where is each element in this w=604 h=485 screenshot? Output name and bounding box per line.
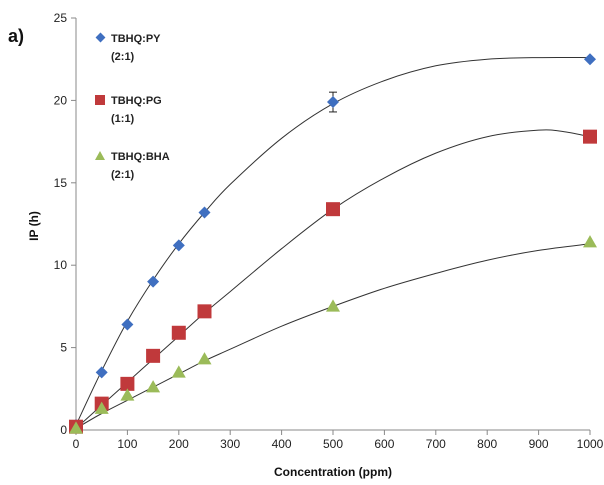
x-tick-label: 600 [374,437,394,451]
data-point-diamond [147,275,160,288]
y-tick-label: 0 [60,423,67,437]
legend: TBHQ:PY (2:1) TBHQ:PG (1:1) TBHQ:BHA (2:… [95,32,170,181]
legend-item-pyrogallol: TBHQ:PY (2:1) [95,32,161,63]
y-tick-label: 25 [54,11,68,25]
x-tick-label: 200 [169,437,189,451]
legend-label-line1: TBHQ:PY [111,33,161,45]
trendline-series-2 [75,243,591,429]
x-axis-title: Concentration (ppm) [274,465,392,479]
data-point-triangle [171,365,186,378]
data-point-square [171,325,186,340]
data-point-diamond [95,366,108,379]
x-tick-label: 0 [73,437,80,451]
data-point-triangle [583,235,597,248]
panel-label: a) [8,26,24,46]
data-point-triangle [146,380,161,393]
data-point-triangle [197,352,212,365]
data-point-diamond [584,53,596,66]
data-point-triangle [326,299,340,312]
legend-marker-triangle [95,151,105,160]
x-tick-label: 100 [117,437,137,451]
markers [69,53,597,434]
y-axis-title: IP (h) [27,211,41,241]
legend-label-line1: TBHQ:BHA [111,151,170,163]
legend-label-line2: (2:1) [111,169,135,181]
trendlines [75,56,591,429]
legend-label-line2: (2:1) [111,51,135,63]
data-point-square [326,202,340,217]
data-point-square [197,304,212,319]
data-point-diamond [327,96,339,109]
y-tick-label: 10 [54,258,68,272]
data-point-triangle [69,421,83,434]
legend-item-bha: TBHQ:BHA (2:1) [95,151,170,181]
x-tick-label: 1000 [577,437,604,451]
x-tick-label: 900 [529,437,549,451]
data-point-square [146,348,161,363]
x-tick-label: 300 [220,437,240,451]
data-point-triangle [94,401,109,414]
x-ticks: 0 100 200 300 400 500 600 700 800 900 1000 [73,430,604,451]
x-tick-label: 500 [323,437,343,451]
y-tick-label: 15 [54,176,68,190]
data-point-diamond [121,318,134,331]
data-point-square [120,376,135,391]
data-point-square [583,129,597,144]
trendline-series-0 [75,56,591,426]
x-tick-label: 400 [272,437,292,451]
x-tick-label: 800 [477,437,497,451]
trendline-series-1 [75,129,591,429]
legend-item-propyl-gallate: TBHQ:PG (1:1) [95,95,162,125]
data-point-diamond [172,239,185,252]
y-tick-label: 20 [54,93,68,107]
axes [75,18,590,431]
y-ticks: 0 5 10 15 20 25 [54,11,76,437]
y-tick-label: 5 [60,341,67,355]
data-point-triangle [120,388,135,401]
legend-marker-square [95,95,105,105]
legend-label-line1: TBHQ:PG [111,95,162,107]
x-tick-label: 700 [426,437,446,451]
data-point-diamond [198,206,211,219]
legend-marker-diamond [95,32,106,43]
legend-label-line2: (1:1) [111,113,135,125]
